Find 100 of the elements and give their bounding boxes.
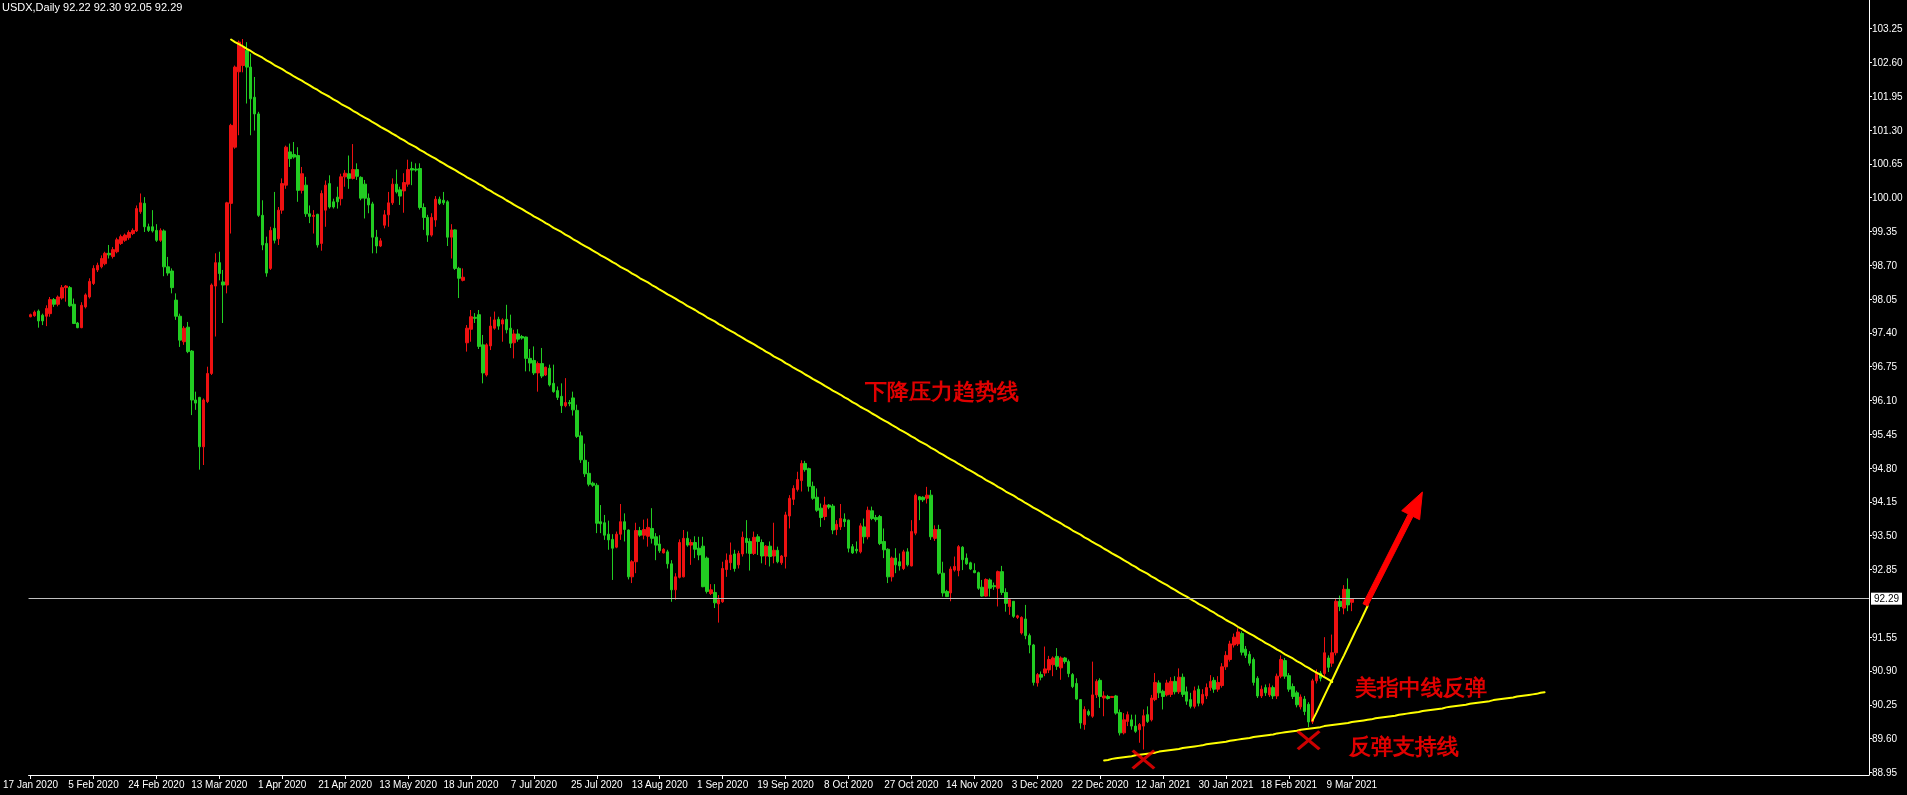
- candlestick: [595, 482, 599, 534]
- candlestick: [544, 366, 547, 377]
- candlestick: [1036, 672, 1039, 688]
- candlestick: [379, 237, 382, 248]
- candlestick: [760, 538, 764, 564]
- x-tick-label: 18 Feb 2021: [1260, 778, 1318, 790]
- candlestick: [1106, 694, 1110, 701]
- candlestick: [1260, 685, 1263, 699]
- candlestick: [1323, 636, 1326, 677]
- x-tick-label: 13 Aug 2020: [631, 778, 689, 790]
- candlestick: [29, 313, 32, 318]
- candlestick: [336, 186, 339, 210]
- y-tick-label: 89.60: [1872, 733, 1898, 745]
- candlestick: [957, 544, 960, 577]
- candlestick: [560, 382, 563, 414]
- candlestick: [961, 545, 964, 571]
- y-tick-label: 97.40: [1872, 327, 1898, 339]
- candlestick: [638, 526, 642, 538]
- candlestick: [339, 173, 343, 206]
- x-tick-label: 22 Dec 2020: [1071, 778, 1129, 790]
- candlestick: [162, 228, 166, 277]
- candlestick: [866, 506, 870, 540]
- candlestick: [768, 540, 772, 567]
- candlestick: [686, 531, 689, 548]
- candlestick: [1134, 714, 1137, 734]
- x-tick-label: 7 Jul 2020: [510, 778, 558, 790]
- candlestick: [1142, 708, 1145, 751]
- x-tick-label: 27 Oct 2020: [884, 778, 940, 790]
- candlestick: [800, 459, 803, 493]
- candlestick: [1177, 667, 1181, 695]
- x-tick-label: 1 Sep 2020: [697, 778, 749, 790]
- candlestick: [709, 583, 713, 596]
- candlestick: [159, 227, 162, 243]
- candlestick: [1212, 676, 1216, 694]
- candlestick: [1299, 693, 1302, 710]
- candlestick: [988, 577, 992, 598]
- candlestick: [64, 284, 68, 303]
- candlestick: [540, 347, 544, 379]
- x-tick-label: 14 Nov 2020: [945, 778, 1004, 790]
- candlestick: [870, 506, 874, 521]
- x-tick-label: 3 Dec 2020: [1011, 778, 1064, 790]
- candlestick: [1110, 695, 1114, 699]
- y-tick-label: 100.00: [1872, 192, 1904, 204]
- y-tick-label: 98.05: [1872, 293, 1898, 305]
- x-tick-label: 19 Sep 2020: [757, 778, 815, 790]
- candlestick: [1059, 655, 1063, 681]
- candlestick: [52, 297, 56, 308]
- candlestick: [1169, 676, 1173, 698]
- candlestick: [497, 316, 500, 331]
- candlestick: [1130, 714, 1133, 731]
- candlestick: [1083, 705, 1086, 731]
- candlestick: [461, 267, 465, 282]
- candlestick: [764, 544, 768, 566]
- candlestick: [1102, 690, 1106, 717]
- candlestick: [1197, 685, 1200, 707]
- y-tick-label: 92.85: [1872, 564, 1898, 576]
- candlestick: [689, 538, 693, 566]
- candlestick: [929, 489, 933, 541]
- candlestick: [273, 191, 276, 244]
- candlestick: [182, 325, 186, 346]
- y-tick-label: 88.95: [1872, 766, 1898, 778]
- candlestick: [351, 143, 355, 180]
- candlestick: [103, 251, 107, 266]
- candlestick: [1342, 584, 1346, 615]
- candlestick: [347, 155, 351, 190]
- x-tick-label: 18 Jun 2020: [443, 778, 499, 790]
- candlestick: [532, 345, 536, 376]
- candlestick: [1122, 712, 1126, 735]
- y-tick-label: 96.10: [1872, 395, 1898, 406]
- candlestick: [501, 317, 504, 343]
- candlestick: [1236, 627, 1240, 647]
- x-tick-label: 13 May 2020: [379, 778, 438, 790]
- candlestick: [107, 244, 111, 260]
- candlestick: [363, 179, 367, 219]
- x-tick-label: 25 Jul 2020: [570, 778, 624, 790]
- candlestick: [662, 547, 665, 554]
- annotation: 下降压力趋势线: [863, 378, 1019, 405]
- candlestick: [1039, 670, 1043, 681]
- y-tick-label: 90.90: [1872, 665, 1898, 677]
- candlestick: [328, 174, 331, 210]
- x-tick-label: 5 Feb 2020: [68, 778, 120, 790]
- candlestick: [438, 196, 441, 206]
- candlestick: [288, 143, 292, 168]
- candlestick: [536, 360, 540, 393]
- candlestick: [1055, 647, 1059, 671]
- candlestick: [1012, 600, 1015, 619]
- candlestick: [1098, 677, 1102, 709]
- candlestick: [1346, 577, 1350, 612]
- candlestick: [269, 226, 272, 271]
- candlestick: [512, 329, 516, 359]
- candlestick: [1087, 708, 1090, 717]
- candlestick: [682, 529, 685, 578]
- candlestick: [1067, 659, 1070, 678]
- annotation: 美指中线反弹: [1353, 674, 1487, 701]
- candlestick: [1146, 705, 1149, 724]
- chart-title: USDX,Daily 92.22 92.30 92.05 92.29: [2, 0, 183, 13]
- candlestick: [1043, 646, 1047, 677]
- y-tick-label: 98.70: [1872, 259, 1898, 271]
- candlestick: [1338, 595, 1342, 612]
- candlestick: [524, 336, 528, 372]
